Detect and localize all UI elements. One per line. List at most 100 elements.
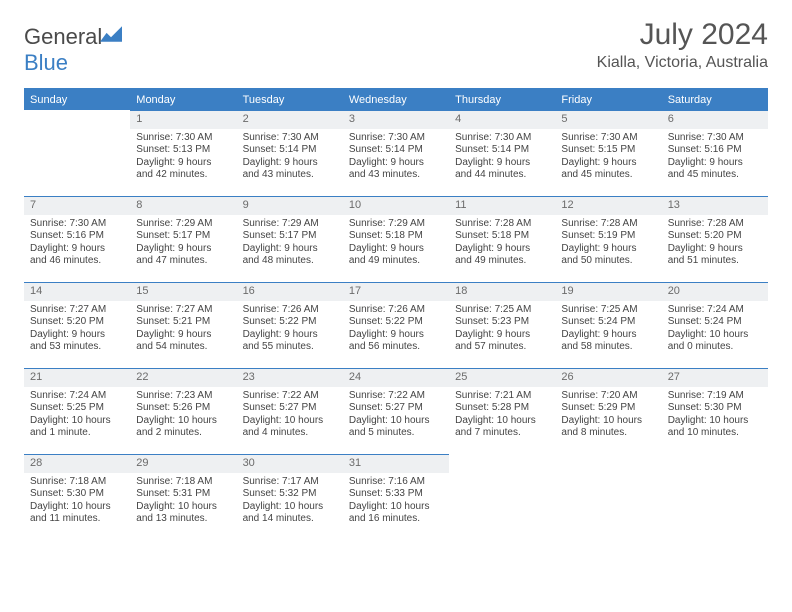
daylight-line-2: and 49 minutes.: [455, 255, 549, 268]
daylight-line-2: and 43 minutes.: [243, 169, 337, 182]
daylight-line-2: and 48 minutes.: [243, 255, 337, 268]
calendar-day-cell: 2Sunrise: 7:30 AMSunset: 5:14 PMDaylight…: [237, 110, 343, 196]
daylight-line-1: Daylight: 10 hours: [30, 501, 124, 514]
sunset-line: Sunset: 5:24 PM: [561, 316, 655, 329]
calendar-day-cell: 7Sunrise: 7:30 AMSunset: 5:16 PMDaylight…: [24, 196, 130, 282]
calendar-day-cell: 26Sunrise: 7:20 AMSunset: 5:29 PMDayligh…: [555, 368, 661, 454]
day-content: Sunrise: 7:30 AMSunset: 5:15 PMDaylight:…: [555, 129, 661, 186]
daylight-line-2: and 58 minutes.: [561, 341, 655, 354]
day-content: Sunrise: 7:28 AMSunset: 5:18 PMDaylight:…: [449, 215, 555, 272]
daylight-line-2: and 50 minutes.: [561, 255, 655, 268]
sunset-line: Sunset: 5:19 PM: [561, 230, 655, 243]
daylight-line-2: and 54 minutes.: [136, 341, 230, 354]
day-content: Sunrise: 7:24 AMSunset: 5:25 PMDaylight:…: [24, 387, 130, 444]
day-content: Sunrise: 7:30 AMSunset: 5:13 PMDaylight:…: [130, 129, 236, 186]
daylight-line-1: Daylight: 9 hours: [136, 243, 230, 256]
sunset-line: Sunset: 5:14 PM: [243, 144, 337, 157]
calendar-day-cell: 13Sunrise: 7:28 AMSunset: 5:20 PMDayligh…: [662, 196, 768, 282]
day-content: Sunrise: 7:30 AMSunset: 5:16 PMDaylight:…: [24, 215, 130, 272]
sunset-line: Sunset: 5:22 PM: [243, 316, 337, 329]
logo-word-1: General: [24, 24, 102, 49]
daylight-line-1: Daylight: 10 hours: [349, 501, 443, 514]
day-content: Sunrise: 7:26 AMSunset: 5:22 PMDaylight:…: [237, 301, 343, 358]
sunset-line: Sunset: 5:27 PM: [243, 402, 337, 415]
calendar-day-cell: 23Sunrise: 7:22 AMSunset: 5:27 PMDayligh…: [237, 368, 343, 454]
sunset-line: Sunset: 5:30 PM: [668, 402, 762, 415]
month-title: July 2024: [597, 18, 768, 52]
sunrise-line: Sunrise: 7:30 AM: [455, 132, 549, 145]
calendar-page: General Blue July 2024 Kialla, Victoria,…: [0, 0, 792, 558]
sunset-line: Sunset: 5:16 PM: [30, 230, 124, 243]
sunrise-line: Sunrise: 7:28 AM: [668, 218, 762, 231]
calendar-day-cell: 22Sunrise: 7:23 AMSunset: 5:26 PMDayligh…: [130, 368, 236, 454]
calendar-day-cell: [24, 110, 130, 196]
sunset-line: Sunset: 5:14 PM: [349, 144, 443, 157]
day-number: 2: [237, 110, 343, 129]
daylight-line-2: and 47 minutes.: [136, 255, 230, 268]
sunrise-line: Sunrise: 7:22 AM: [349, 390, 443, 403]
daylight-line-2: and 13 minutes.: [136, 513, 230, 526]
calendar-body: 1Sunrise: 7:30 AMSunset: 5:13 PMDaylight…: [24, 110, 768, 540]
sunrise-line: Sunrise: 7:16 AM: [349, 476, 443, 489]
day-content: Sunrise: 7:29 AMSunset: 5:17 PMDaylight:…: [237, 215, 343, 272]
daylight-line-1: Daylight: 9 hours: [455, 329, 549, 342]
daylight-line-1: Daylight: 9 hours: [561, 243, 655, 256]
sunset-line: Sunset: 5:20 PM: [668, 230, 762, 243]
daylight-line-1: Daylight: 9 hours: [349, 157, 443, 170]
day-number: 22: [130, 368, 236, 387]
day-content: Sunrise: 7:17 AMSunset: 5:32 PMDaylight:…: [237, 473, 343, 530]
day-content: Sunrise: 7:30 AMSunset: 5:14 PMDaylight:…: [449, 129, 555, 186]
daylight-line-2: and 11 minutes.: [30, 513, 124, 526]
sunrise-line: Sunrise: 7:29 AM: [243, 218, 337, 231]
daylight-line-2: and 55 minutes.: [243, 341, 337, 354]
daylight-line-2: and 51 minutes.: [668, 255, 762, 268]
sunrise-line: Sunrise: 7:28 AM: [455, 218, 549, 231]
day-content: Sunrise: 7:28 AMSunset: 5:19 PMDaylight:…: [555, 215, 661, 272]
sunrise-line: Sunrise: 7:19 AM: [668, 390, 762, 403]
calendar-day-cell: 12Sunrise: 7:28 AMSunset: 5:19 PMDayligh…: [555, 196, 661, 282]
calendar-day-cell: 18Sunrise: 7:25 AMSunset: 5:23 PMDayligh…: [449, 282, 555, 368]
daylight-line-1: Daylight: 9 hours: [349, 329, 443, 342]
sunset-line: Sunset: 5:15 PM: [561, 144, 655, 157]
day-number: 3: [343, 110, 449, 129]
day-content: Sunrise: 7:30 AMSunset: 5:16 PMDaylight:…: [662, 129, 768, 186]
calendar-day-cell: 4Sunrise: 7:30 AMSunset: 5:14 PMDaylight…: [449, 110, 555, 196]
daylight-line-1: Daylight: 9 hours: [30, 329, 124, 342]
sunset-line: Sunset: 5:27 PM: [349, 402, 443, 415]
calendar-day-cell: 6Sunrise: 7:30 AMSunset: 5:16 PMDaylight…: [662, 110, 768, 196]
daylight-line-1: Daylight: 9 hours: [668, 157, 762, 170]
day-content: Sunrise: 7:28 AMSunset: 5:20 PMDaylight:…: [662, 215, 768, 272]
day-content: Sunrise: 7:30 AMSunset: 5:14 PMDaylight:…: [237, 129, 343, 186]
sunrise-line: Sunrise: 7:23 AM: [136, 390, 230, 403]
daylight-line-2: and 0 minutes.: [668, 341, 762, 354]
sunrise-line: Sunrise: 7:25 AM: [561, 304, 655, 317]
sunset-line: Sunset: 5:17 PM: [243, 230, 337, 243]
chart-icon: [100, 26, 122, 42]
header: General Blue July 2024 Kialla, Victoria,…: [24, 18, 768, 76]
day-number: 28: [24, 454, 130, 473]
sunrise-line: Sunrise: 7:22 AM: [243, 390, 337, 403]
sunrise-line: Sunrise: 7:28 AM: [561, 218, 655, 231]
day-content: Sunrise: 7:26 AMSunset: 5:22 PMDaylight:…: [343, 301, 449, 358]
day-number: 27: [662, 368, 768, 387]
daylight-line-2: and 45 minutes.: [561, 169, 655, 182]
calendar-day-cell: [555, 454, 661, 540]
sunrise-line: Sunrise: 7:27 AM: [136, 304, 230, 317]
sunrise-line: Sunrise: 7:21 AM: [455, 390, 549, 403]
daylight-line-1: Daylight: 9 hours: [561, 329, 655, 342]
daylight-line-1: Daylight: 9 hours: [349, 243, 443, 256]
day-number: 7: [24, 196, 130, 215]
day-number: 15: [130, 282, 236, 301]
sunset-line: Sunset: 5:30 PM: [30, 488, 124, 501]
sunrise-line: Sunrise: 7:30 AM: [668, 132, 762, 145]
daylight-line-1: Daylight: 10 hours: [136, 501, 230, 514]
day-content: Sunrise: 7:21 AMSunset: 5:28 PMDaylight:…: [449, 387, 555, 444]
daylight-line-1: Daylight: 10 hours: [455, 415, 549, 428]
calendar-day-cell: 25Sunrise: 7:21 AMSunset: 5:28 PMDayligh…: [449, 368, 555, 454]
day-content: Sunrise: 7:22 AMSunset: 5:27 PMDaylight:…: [343, 387, 449, 444]
sunset-line: Sunset: 5:16 PM: [668, 144, 762, 157]
day-content: Sunrise: 7:16 AMSunset: 5:33 PMDaylight:…: [343, 473, 449, 530]
day-number: 29: [130, 454, 236, 473]
weekday-header: Wednesday: [343, 89, 449, 110]
daylight-line-2: and 56 minutes.: [349, 341, 443, 354]
